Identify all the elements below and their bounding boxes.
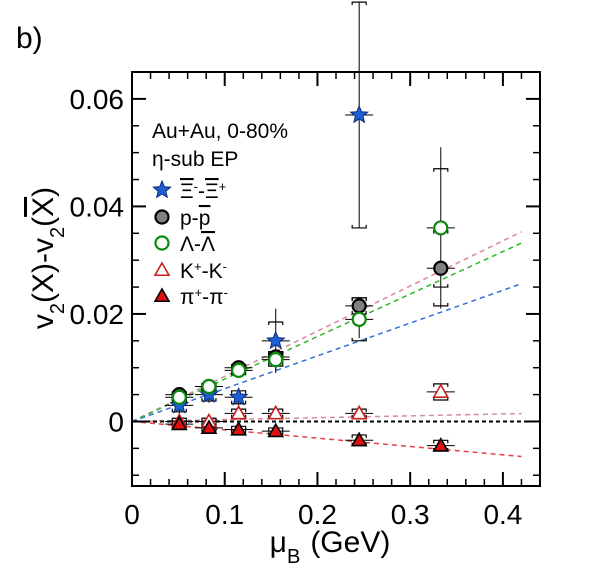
annotation-method: η-sub EP <box>152 148 238 171</box>
legend-label-proton: p-p <box>180 207 210 230</box>
data-point <box>231 362 247 379</box>
sys-error-bracket <box>433 168 449 172</box>
fit-lines <box>131 231 522 458</box>
legend-label-kaon: K+-K- <box>180 259 227 284</box>
data-point <box>351 298 367 314</box>
fit-line <box>131 412 522 423</box>
data-point <box>230 420 248 436</box>
fit-line <box>131 283 522 423</box>
sys-error-bracket <box>231 400 247 405</box>
legend: Ξ--Ξ+ p-p Λ-Λ K+-K- π+-π- <box>152 179 228 310</box>
y-tick-label: 0.04 <box>70 191 125 222</box>
annotation-system: Au+Au, 0-80% <box>152 120 288 143</box>
legend-marker <box>153 287 171 303</box>
data-point <box>433 260 449 276</box>
data-point <box>432 437 450 452</box>
y-tick-label: 0 <box>108 406 124 437</box>
x-tick-label: 0.4 <box>483 499 522 530</box>
x-tick-label: 0 <box>124 499 140 530</box>
data-markers <box>169 104 450 452</box>
x-tick-label: 0.3 <box>391 499 430 530</box>
sys-error-bracket <box>171 408 187 413</box>
x-axis-unit: (GeV) <box>310 526 390 559</box>
data-point <box>200 419 218 434</box>
x-axis-symbol: μ <box>270 526 287 559</box>
sys-error-bracket <box>433 396 449 401</box>
data-point <box>267 422 285 438</box>
data-point <box>228 386 249 406</box>
data-point <box>433 220 449 236</box>
sys-error-bracket <box>433 284 449 288</box>
legend-marker <box>153 261 171 277</box>
x-tick-label: 0.2 <box>298 499 337 530</box>
legend-marker <box>154 209 170 225</box>
x-tick-label: 0.1 <box>205 499 244 530</box>
data-point <box>265 330 286 350</box>
y-tick-label: 0.06 <box>70 84 125 115</box>
y-axis-title: v2(X)-v2(X) <box>27 187 69 329</box>
legend-marker <box>154 235 170 251</box>
fit-line <box>131 420 522 458</box>
fit-line <box>131 231 522 423</box>
legend-label-pion: π+-π- <box>180 285 228 310</box>
panel-label: b) <box>16 22 43 55</box>
y-tick-label: 0.02 <box>70 299 125 330</box>
data-point <box>349 104 369 124</box>
x-axis-subscript: B <box>287 546 300 568</box>
data-point <box>201 378 217 395</box>
x-axis-title: μB (GeV) <box>270 526 391 568</box>
data-point <box>350 431 368 447</box>
data-point <box>350 404 368 420</box>
data-point <box>170 415 188 431</box>
data-point <box>351 311 367 327</box>
sys-error-bracket <box>351 224 367 229</box>
legend-marker <box>152 179 172 199</box>
data-point <box>267 404 285 420</box>
data-point <box>432 383 450 398</box>
sys-error-bracket <box>351 337 367 342</box>
sys-error-bracket <box>201 398 217 402</box>
data-point <box>171 389 187 405</box>
sys-error-bracket <box>351 1 367 6</box>
data-point <box>268 352 284 368</box>
legend-label-lambda: Λ-Λ <box>180 233 215 256</box>
axis-ticks: 0 0.1 0.2 0.3 0.4 0 0.02 0.04 0.06 <box>70 71 540 530</box>
data-point <box>230 404 248 420</box>
sys-error-bracket <box>351 297 367 301</box>
annotations: Au+Au, 0-80% η-sub EP <box>152 120 288 171</box>
legend-label-xi: Ξ--Ξ+ <box>180 179 226 204</box>
sys-error-bracket <box>268 321 284 326</box>
